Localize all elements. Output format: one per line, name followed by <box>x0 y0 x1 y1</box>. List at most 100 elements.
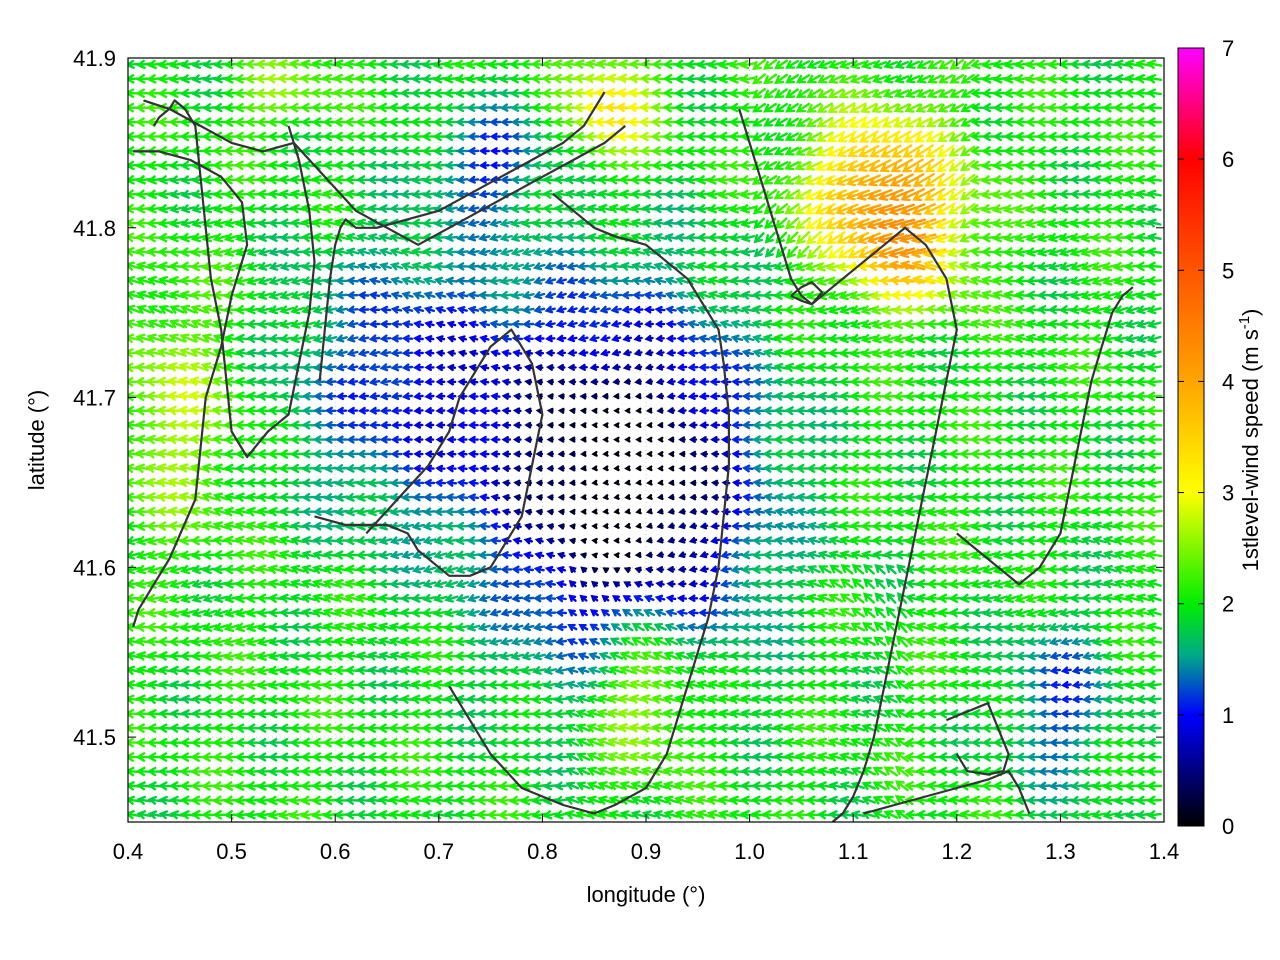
wind-arrow <box>468 320 479 328</box>
wind-arrow <box>510 233 525 242</box>
wind-arrow <box>1060 695 1072 704</box>
wind-arrow <box>444 579 459 589</box>
wind-arrow <box>223 535 241 546</box>
wind-arrow <box>959 579 976 589</box>
wind-arrow <box>1058 305 1074 315</box>
wind-arrow <box>739 160 757 171</box>
wind-arrow <box>936 144 955 158</box>
wind-arrow <box>400 521 415 531</box>
wind-arrow <box>323 334 338 343</box>
wind-arrow <box>1080 521 1096 531</box>
wind-arrow <box>795 377 811 387</box>
wind-arrow <box>635 465 642 472</box>
wind-arrow <box>970 579 987 589</box>
wind-arrow <box>835 174 859 186</box>
wind-arrow <box>751 622 766 632</box>
wind-arrow <box>212 521 229 531</box>
wind-arrow <box>926 781 943 791</box>
wind-arrow <box>685 74 701 84</box>
wind-arrow <box>850 607 865 618</box>
wind-arrow <box>456 204 469 213</box>
wind-arrow <box>815 146 835 157</box>
wind-arrow <box>1125 334 1140 344</box>
wind-arrow <box>555 637 568 646</box>
wind-arrow <box>856 218 882 230</box>
wind-arrow <box>880 144 902 158</box>
wind-arrow <box>553 694 569 704</box>
wind-arrow <box>557 537 566 545</box>
wind-arrow <box>731 479 742 487</box>
wind-arrow <box>1146 463 1163 474</box>
wind-arrow <box>599 305 611 314</box>
wind-arrow <box>410 636 427 647</box>
wind-arrow <box>794 362 811 372</box>
wind-arrow <box>937 680 954 690</box>
wind-arrow <box>466 550 481 560</box>
wind-arrow <box>837 116 857 128</box>
wind-arrow <box>729 290 745 300</box>
wind-arrow <box>565 738 580 747</box>
wind-arrow <box>598 276 612 285</box>
wind-arrow <box>466 565 481 574</box>
wind-arrow <box>850 651 866 661</box>
wind-arrow <box>586 175 602 185</box>
wind-arrow <box>871 463 888 474</box>
wind-arrow <box>646 465 653 472</box>
wind-arrow <box>927 362 943 372</box>
wind-arrow <box>927 74 943 84</box>
wind-arrow <box>688 522 698 530</box>
wind-arrow <box>568 465 576 472</box>
wind-arrow <box>444 507 459 516</box>
wind-arrow <box>267 550 284 560</box>
wind-arrow <box>717 795 735 805</box>
wind-arrow <box>245 550 263 560</box>
wind-arrow <box>1048 781 1062 791</box>
wind-arrow <box>1014 304 1031 315</box>
wind-arrow <box>731 522 743 531</box>
wind-arrow <box>959 564 976 575</box>
wind-arrow <box>1003 333 1020 344</box>
wind-arrow <box>838 290 855 301</box>
wind-arrow <box>1002 232 1020 243</box>
wind-arrow <box>935 202 956 215</box>
wind-arrow <box>623 378 631 385</box>
wind-arrow <box>1036 579 1053 589</box>
wind-arrow <box>489 522 501 531</box>
wind-arrow <box>730 550 744 560</box>
wind-arrow <box>795 146 811 156</box>
wind-arrow <box>624 479 631 486</box>
wind-arrow <box>729 233 745 243</box>
wind-arrow <box>577 291 589 299</box>
wind-arrow <box>981 651 997 661</box>
wind-arrow <box>645 551 653 558</box>
wind-arrow <box>849 60 866 70</box>
wind-arrow <box>850 636 866 646</box>
wind-arrow <box>835 160 858 172</box>
wind-arrow <box>591 566 599 574</box>
wind-arrow <box>839 680 855 690</box>
wind-arrow <box>1015 752 1030 762</box>
wind-arrow <box>202 593 218 603</box>
wind-arrow <box>689 465 697 472</box>
wind-arrow <box>666 363 676 371</box>
wind-arrow <box>718 709 734 719</box>
wind-arrow <box>379 305 392 314</box>
wind-arrow <box>924 172 946 187</box>
wind-arrow <box>633 580 643 588</box>
wind-arrow <box>411 160 426 170</box>
wind-arrow <box>1124 478 1141 488</box>
wind-arrow <box>511 132 524 141</box>
wind-arrow <box>147 59 163 70</box>
wind-arrow <box>877 247 904 259</box>
wind-arrow <box>927 59 943 69</box>
wind-arrow <box>773 377 788 387</box>
wind-arrow <box>1026 666 1041 675</box>
wind-arrow <box>706 809 724 820</box>
wind-arrow <box>555 262 568 271</box>
wind-arrow <box>368 377 381 386</box>
wind-arrow <box>656 494 664 501</box>
wind-arrow <box>794 766 811 777</box>
wind-arrow <box>435 450 446 458</box>
wind-arrow <box>476 651 492 661</box>
wind-arrow <box>521 247 535 257</box>
